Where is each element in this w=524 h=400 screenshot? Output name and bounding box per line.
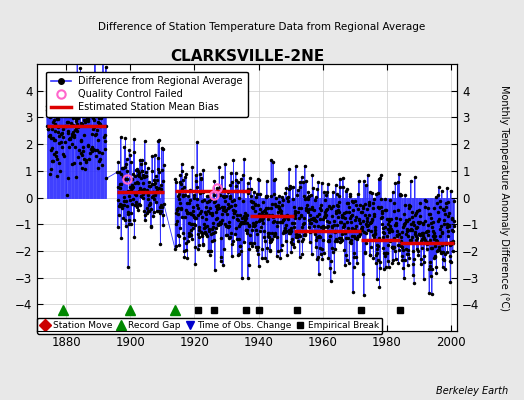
- Y-axis label: Monthly Temperature Anomaly Difference (°C): Monthly Temperature Anomaly Difference (…: [499, 84, 509, 310]
- Title: CLARKSVILLE-2NE: CLARKSVILLE-2NE: [170, 49, 324, 64]
- Text: Berkeley Earth: Berkeley Earth: [436, 386, 508, 396]
- Legend: Station Move, Record Gap, Time of Obs. Change, Empirical Break: Station Move, Record Gap, Time of Obs. C…: [37, 318, 383, 334]
- Text: Difference of Station Temperature Data from Regional Average: Difference of Station Temperature Data f…: [99, 22, 425, 32]
